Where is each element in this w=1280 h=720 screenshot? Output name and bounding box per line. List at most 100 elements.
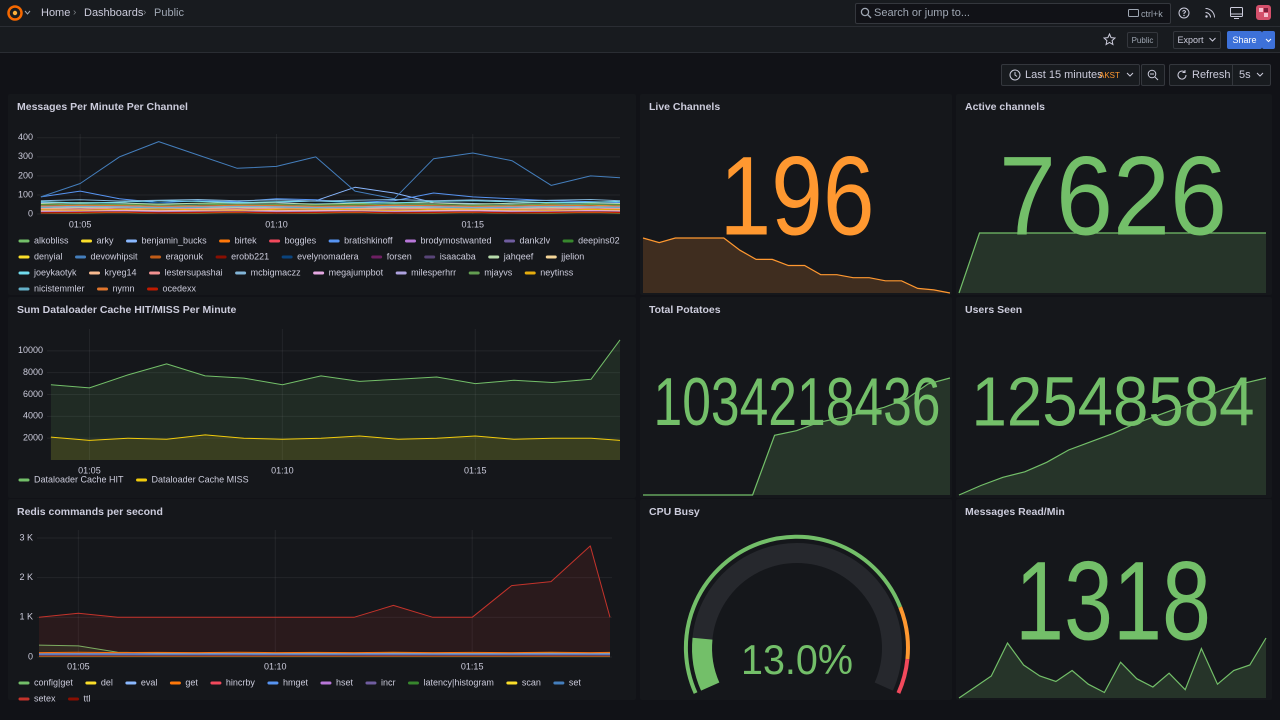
sparkline-line xyxy=(958,377,1267,496)
y-tick-label: 6000 xyxy=(23,389,43,399)
chevron xyxy=(1208,37,1216,42)
series-line xyxy=(40,210,621,212)
legend-label: latency|histogram xyxy=(423,677,493,687)
series-line xyxy=(40,211,621,214)
breadcrumb[interactable]: Home xyxy=(41,7,71,19)
legend-item: benjamin_bucks xyxy=(126,235,208,245)
legend-label: setex xyxy=(34,693,56,703)
y-tick-label: 4000 xyxy=(23,411,43,421)
series-area xyxy=(50,339,620,460)
clock-icon xyxy=(1009,69,1021,81)
export-button[interactable]: Export xyxy=(1173,31,1221,49)
series-line xyxy=(40,207,621,210)
legend-label: hset xyxy=(336,677,354,687)
legend-label: joeykaotyk xyxy=(33,267,77,277)
series-line xyxy=(40,202,621,205)
timezone: AKST xyxy=(1099,71,1120,80)
news-icon[interactable] xyxy=(1204,7,1216,19)
legend-item: dankzlv xyxy=(504,235,551,245)
user-avatar[interactable] xyxy=(1256,5,1271,20)
legend-item: del xyxy=(85,677,113,687)
stat-value: 196 xyxy=(720,134,875,259)
legend-item: megajumpbot xyxy=(313,267,384,277)
legend-label: benjamin_bucks xyxy=(142,235,208,245)
series-line xyxy=(40,204,621,207)
dock-icon[interactable] xyxy=(1230,7,1243,19)
legend-item: denyial xyxy=(18,251,63,261)
time-range-picker[interactable]: Last 15 minutes AKST xyxy=(1001,64,1140,86)
x-tick-label: 01:15 xyxy=(461,661,484,671)
x-tick-label: 01:10 xyxy=(265,219,288,229)
chevron xyxy=(1265,38,1272,42)
stat-value: 12548584 xyxy=(972,362,1255,440)
refresh-picker[interactable]: Refresh 5s xyxy=(1169,64,1271,86)
search-placeholder: Search or jump to... xyxy=(874,7,970,19)
x-tick-label: 01:15 xyxy=(462,219,485,229)
gauge-value-label: 13.0% xyxy=(741,636,853,683)
share-button[interactable]: Share xyxy=(1227,31,1262,49)
legend-label: hincrby xyxy=(226,677,256,687)
sparkline-area xyxy=(959,233,1266,293)
legend-label: jahqeef xyxy=(503,251,534,261)
zoom-out-button[interactable] xyxy=(1141,64,1165,86)
star-icon[interactable] xyxy=(1103,33,1116,46)
stat-value: 1034218436 xyxy=(654,364,941,440)
panel xyxy=(956,94,1272,295)
y-tick-label: 1 K xyxy=(19,612,33,622)
sparkline-area xyxy=(959,378,1266,495)
x-tick-label: 01:05 xyxy=(67,661,90,671)
y-tick-label: 300 xyxy=(18,151,33,161)
legend-item: evelynomadera xyxy=(281,251,359,261)
stat-value: 1318 xyxy=(1015,539,1211,664)
sparkline-line xyxy=(958,232,1266,294)
legend-item: hincrby xyxy=(210,677,256,687)
legend-item: set xyxy=(553,677,581,687)
legend-label: lestersupashai xyxy=(165,267,223,277)
legend-label: forsen xyxy=(387,251,412,261)
legend-item: jjelion xyxy=(545,251,584,261)
logo-chevron[interactable] xyxy=(24,10,31,16)
legend-label: arky xyxy=(97,235,115,245)
legend-label: boggles xyxy=(285,235,317,245)
breadcrumb-separator: › xyxy=(73,7,77,18)
breadcrumb[interactable]: Dashboards xyxy=(84,7,144,19)
legend-item: hset xyxy=(320,677,354,687)
search-box[interactable]: Search or jump to... ctrl+k xyxy=(855,3,1171,24)
zoom-out-icon xyxy=(1147,69,1159,81)
legend-label: jjelion xyxy=(560,251,584,261)
panel-title: CPU Busy xyxy=(649,506,700,518)
help-icon[interactable] xyxy=(1178,7,1190,19)
y-tick-label: 10000 xyxy=(18,345,43,355)
legend-label: deepins02 xyxy=(578,235,620,245)
sparkline-line xyxy=(958,637,1267,699)
grafana-logo[interactable] xyxy=(7,5,23,21)
gauge-threshold xyxy=(683,534,903,694)
legend-label: kryeg14 xyxy=(105,267,137,277)
gauge-value xyxy=(692,637,720,691)
legend-item: bratishkinoff xyxy=(328,235,393,245)
legend-item: setex xyxy=(18,693,56,703)
legend-item: jahqeef xyxy=(488,251,534,261)
search-icon xyxy=(860,7,872,19)
x-tick-label: 01:15 xyxy=(464,465,487,475)
series-line xyxy=(40,200,621,204)
sparkline-area xyxy=(959,638,1266,698)
legend-label: del xyxy=(101,677,113,687)
panel xyxy=(640,297,952,498)
legend-label: mjayvs xyxy=(484,267,513,277)
stat-value: 7626 xyxy=(999,134,1227,259)
legend-item: nymn xyxy=(97,283,135,293)
breadcrumb[interactable]: Public xyxy=(154,7,184,19)
share-dropdown[interactable] xyxy=(1262,31,1275,49)
legend-label: mcbigmaczz xyxy=(251,267,302,277)
y-tick-label: 2 K xyxy=(19,572,33,582)
legend-label: ocedexx xyxy=(163,283,197,293)
legend-item: isaacaba xyxy=(424,251,476,261)
legend-item: mjayvs xyxy=(468,267,513,277)
chevron xyxy=(1256,72,1264,77)
panel-title: Sum Dataloader Cache HIT/MISS Per Minute xyxy=(17,304,237,316)
x-tick-label: 01:05 xyxy=(69,219,92,229)
legend-label: birtek xyxy=(235,235,258,245)
